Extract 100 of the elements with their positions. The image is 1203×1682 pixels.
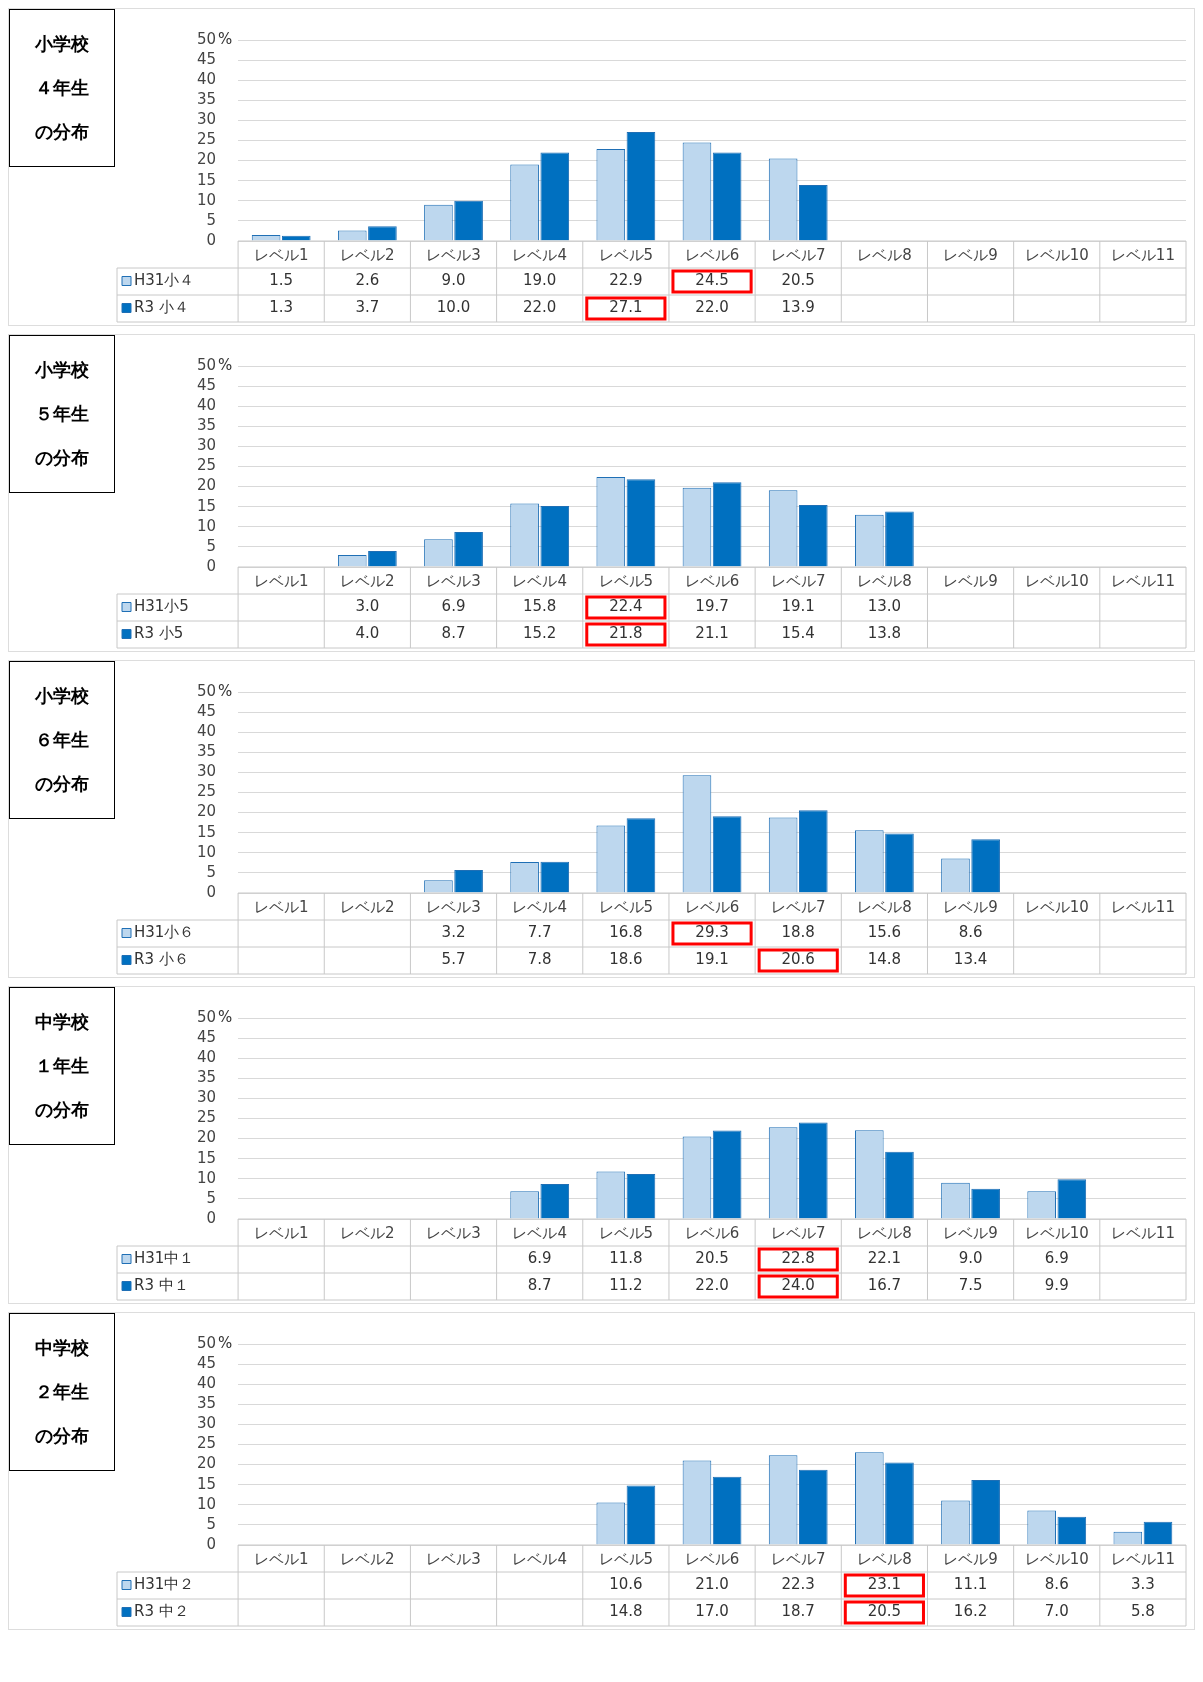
data-label: 8.7 [441,624,466,643]
y-tick-label: 25 [196,456,217,475]
y-axis-title: % [218,29,233,48]
data-label: 2.6 [355,271,380,290]
x-tick-label: レベル5 [598,245,654,264]
y-tick-label: 45 [196,375,217,394]
data-label: 22.0 [695,298,729,317]
legend-label: R3 小６ [134,950,189,969]
data-label: 22.8 [781,1249,815,1268]
x-tick-label: レベル2 [340,571,395,590]
y-tick-label: 30 [196,762,217,781]
legend-label: H31小６ [134,923,195,942]
y-tick-label: 30 [196,110,217,129]
data-label: 14.8 [867,950,902,969]
data-label: 10.0 [436,298,471,317]
y-tick-label: 25 [196,1434,217,1453]
y-tick-label: 0 [206,1208,217,1227]
y-axis-title: % [218,1007,233,1026]
y-tick-label: 45 [196,701,217,720]
x-tick-label: レベル6 [684,245,740,264]
y-tick-label: 25 [196,782,217,801]
y-tick-label: 15 [196,1148,217,1167]
y-axis-title: % [218,355,233,374]
x-tick-label: レベル4 [512,1549,567,1568]
data-label: 16.8 [609,923,643,942]
x-tick-label: レベル2 [340,245,395,264]
y-tick-label: 20 [196,802,217,821]
chart-title: 小学校５年生の分布 [34,359,89,468]
y-tick-label: 30 [196,1088,217,1107]
data-label: 7.7 [527,923,552,942]
data-label: 10.6 [609,1575,643,1594]
data-label: 18.8 [781,923,815,942]
x-tick-label: レベル3 [426,897,481,916]
x-tick-label: レベル11 [1110,571,1175,590]
data-label: 8.6 [958,923,983,942]
data-label: 14.8 [609,1602,643,1621]
x-tick-label: レベル9 [943,571,998,590]
data-label: 13.8 [867,624,902,643]
data-label: 19.1 [695,950,729,969]
x-tick-label: レベル9 [943,245,998,264]
data-label: 5.8 [1130,1602,1155,1621]
y-tick-label: 25 [196,1108,217,1127]
y-tick-label: 40 [196,396,217,415]
x-tick-label: レベル6 [684,1549,740,1568]
x-tick-label: レベル7 [770,245,826,264]
data-label: 13.0 [867,597,902,616]
y-tick-label: 10 [196,1168,217,1187]
y-tick-label: 45 [196,1027,217,1046]
x-tick-label: レベル10 [1024,245,1089,264]
x-tick-label: レベル9 [943,1223,998,1242]
chart-title: 中学校２年生の分布 [34,1337,89,1446]
y-tick-label: 5 [206,536,217,555]
data-label: 19.0 [522,271,557,290]
data-label: 22.0 [522,298,557,317]
data-label: 3.0 [355,597,380,616]
x-tick-label: レベル5 [598,897,654,916]
data-label: 22.0 [695,1276,729,1295]
y-tick-label: 0 [206,556,217,575]
legend-label: H31小5 [134,597,189,616]
legend-label: R3 小４ [134,298,189,317]
x-tick-label: レベル2 [340,1549,395,1568]
x-tick-label: レベル8 [857,571,912,590]
x-tick-label: レベル8 [857,1549,912,1568]
y-tick-label: 5 [206,210,217,229]
data-label: 7.0 [1044,1602,1069,1621]
x-tick-label: レベル3 [426,245,481,264]
y-tick-label: 0 [206,230,217,249]
x-tick-label: レベル7 [770,1549,826,1568]
data-label: 6.9 [441,597,466,616]
x-tick-label: レベル2 [340,897,395,916]
data-label: 27.1 [609,298,643,317]
data-label: 21.8 [609,624,643,643]
y-tick-label: 5 [206,862,217,881]
data-label: 15.6 [867,923,902,942]
x-tick-label: レベル11 [1110,1549,1175,1568]
y-tick-label: 10 [196,190,217,209]
y-tick-label: 20 [196,476,217,495]
x-tick-label: レベル9 [943,1549,998,1568]
y-tick-label: 40 [196,722,217,741]
data-label: 16.7 [867,1276,902,1295]
legend-label: H31中１ [134,1249,195,1268]
y-tick-label: 35 [196,1394,217,1413]
data-label: 13.4 [953,950,988,969]
y-tick-label: 35 [196,416,217,435]
x-tick-label: レベル7 [770,897,826,916]
y-tick-label: 15 [196,496,217,515]
data-label: 3.3 [1130,1575,1155,1594]
chart-title: 中学校１年生の分布 [34,1011,89,1120]
y-tick-label: 5 [206,1514,217,1533]
x-tick-label: レベル10 [1024,1223,1089,1242]
x-tick-label: レベル7 [770,1223,826,1242]
y-tick-label: 15 [196,822,217,841]
data-label: 22.9 [609,271,643,290]
x-tick-label: レベル1 [253,1549,309,1568]
x-tick-label: レベル8 [857,245,912,264]
data-label: 8.7 [527,1276,552,1295]
x-tick-label: レベル1 [253,1223,309,1242]
data-label: 11.8 [609,1249,643,1268]
y-tick-label: 5 [206,1188,217,1207]
y-tick-label: 25 [196,130,217,149]
